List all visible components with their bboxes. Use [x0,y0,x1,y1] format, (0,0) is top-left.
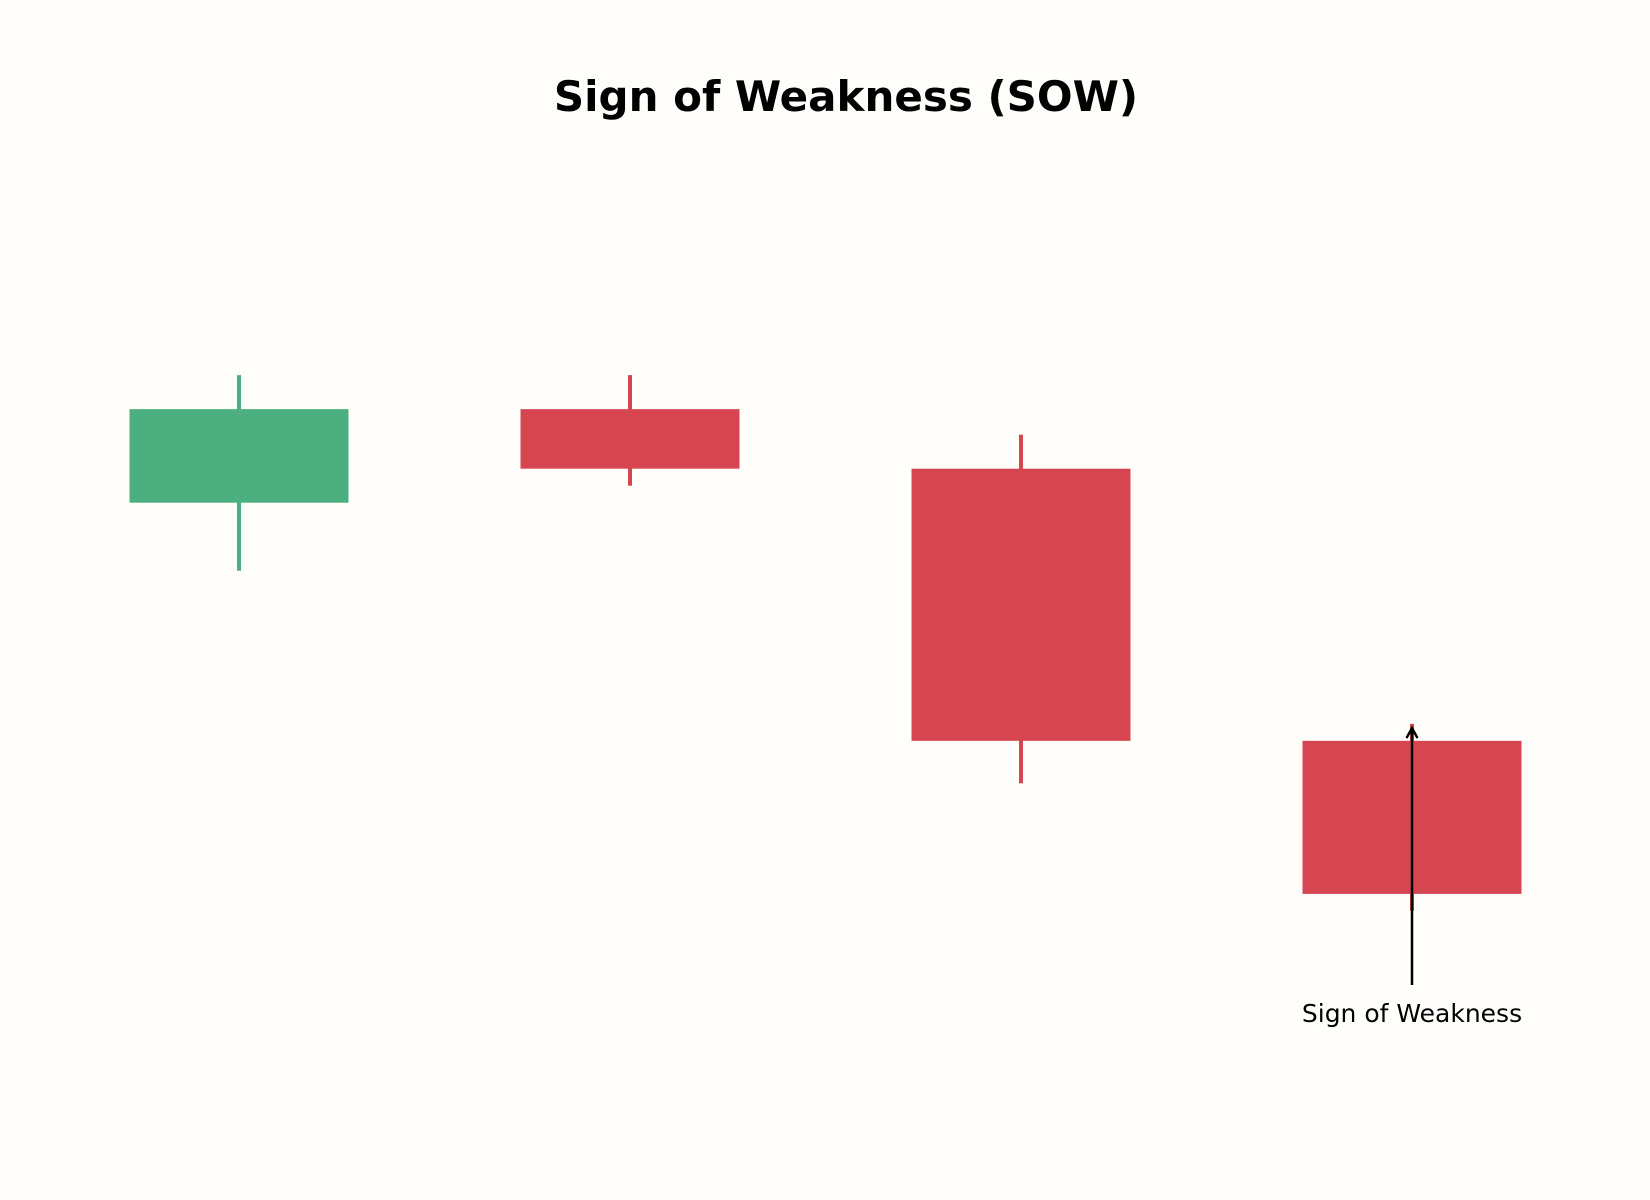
candles-layer [129,375,1522,911]
candle-3 [911,434,1131,784]
annotation-arrow-head [1405,725,1419,739]
candle-1 [129,375,349,571]
annotation-label: Sign of Weakness [1302,999,1522,1028]
candle-3-body [911,468,1131,741]
candle-2-body [520,409,740,469]
chart-title: Sign of Weakness (SOW) [554,72,1138,121]
annotations-layer: Sign of Weakness [1302,725,1522,1028]
candle-1-body [129,409,349,503]
candle-2 [520,375,740,486]
